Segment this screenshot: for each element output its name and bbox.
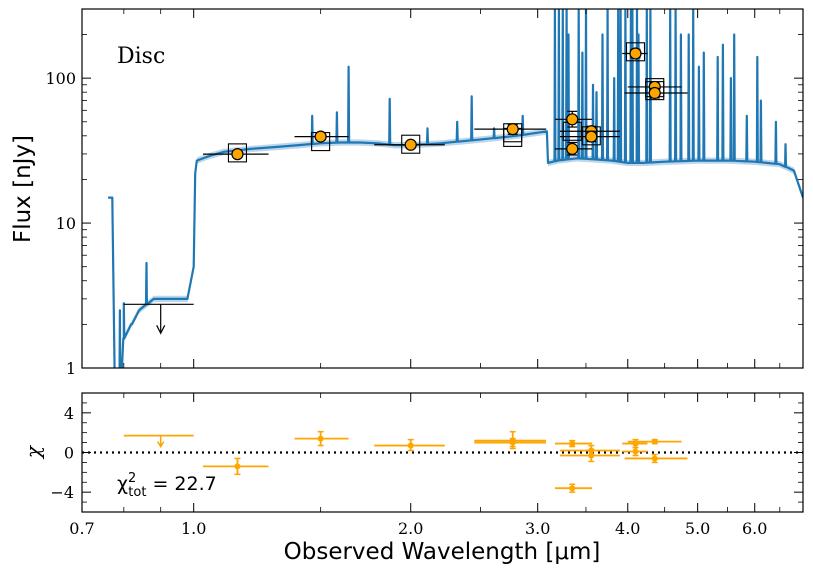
y-axis-label-chi: χ (21, 444, 45, 460)
x-axis-label: Observed Wavelength [μm] (284, 539, 601, 565)
residual-plot-area (82, 430, 803, 493)
residual-panel: −4 0 4 0.7 1.0 2.0 3.0 4.0 5.0 6.0 χ Observed Wav… (21, 392, 804, 565)
sed-panel: 1 10 100 Disc Flux [nJy] (10, 8, 804, 378)
model-spectrum-line (107, 9, 803, 368)
model-uncertainty-band (121, 128, 803, 368)
residual-panel-frame (81, 392, 804, 513)
observed-flux-point (566, 113, 579, 126)
residual-point (651, 455, 658, 462)
residual-point (632, 448, 639, 455)
model-photometry-square (625, 42, 646, 62)
chi2-base: χ (117, 473, 128, 495)
observed-flux-point (231, 148, 244, 161)
x-tick-label: 2.0 (398, 519, 423, 538)
chi2-value: = 22.7 (146, 473, 216, 495)
observed-flux-point (648, 86, 661, 100)
residual-point (588, 452, 595, 459)
observed-flux-point (585, 130, 598, 143)
sed-axis-ticks: 1 10 100 (45, 8, 803, 378)
residual-upper-limit-arrow (157, 441, 165, 449)
x-tick-label: 0.7 (69, 519, 94, 538)
residual-axis-ticks: −4 0 4 0.7 1.0 2.0 3.0 4.0 5.0 6.0 (50, 393, 803, 538)
y-tick-label: 1 (66, 359, 76, 378)
x-tick-label: 4.0 (615, 519, 640, 538)
chi-tick-label: 4 (64, 404, 74, 423)
residual-point (509, 439, 516, 446)
chi-tick-label: −4 (50, 483, 74, 502)
residual-point (569, 440, 576, 447)
chi2-annotation: χ2 tot = 22.7 (117, 471, 217, 500)
x-tick-label: 5.0 (685, 519, 710, 538)
observed-flux-point (566, 142, 579, 155)
y-tick-label: 100 (45, 69, 76, 88)
y-tick-label: 10 (56, 214, 76, 233)
model-photometry-square (227, 143, 247, 163)
y-axis-label-flux: Flux [nJy] (10, 135, 36, 243)
residual-point (317, 435, 324, 442)
x-tick-label: 1.0 (181, 519, 206, 538)
x-tick-label: 3.0 (525, 519, 550, 538)
sed-panel-frame (81, 8, 804, 369)
residual-point (569, 485, 576, 492)
residual-point (407, 442, 414, 449)
residual-point (651, 438, 658, 445)
residual-point (234, 463, 241, 470)
upper-limit-arrow (156, 325, 166, 335)
observed-flux-point (404, 138, 417, 151)
chi-tick-label: 0 (64, 444, 74, 463)
chi2-sup: 2 (128, 471, 136, 486)
x-tick-label: 6.0 (742, 519, 767, 538)
observed-flux-point (506, 123, 519, 136)
sed-plot-area (107, 9, 803, 368)
panel-annotation: Disc (117, 44, 165, 69)
chi2-sub: tot (128, 485, 146, 500)
observed-flux-point (314, 130, 327, 143)
observed-flux-point (629, 47, 642, 60)
